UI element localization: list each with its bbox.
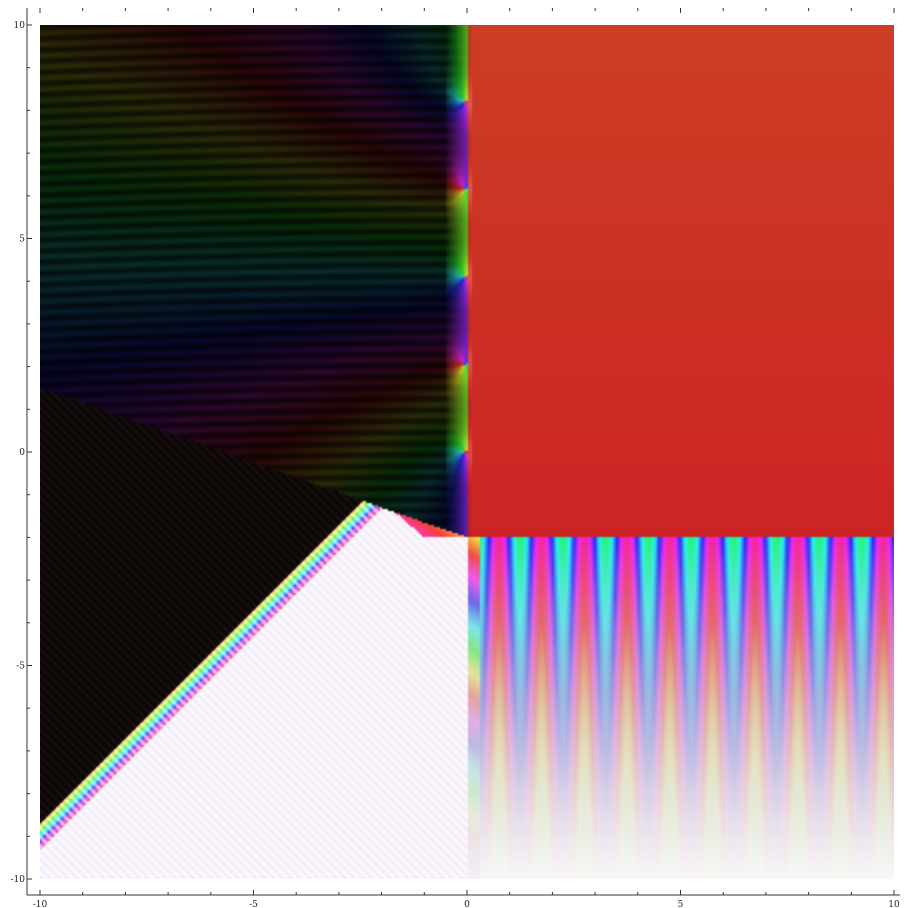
x-tick-label: -5 (249, 900, 258, 908)
y-tick-label: 0 (19, 448, 25, 458)
x-tick-label: -10 (33, 900, 48, 908)
domain-coloring-plot (40, 25, 894, 879)
x-tick-label: 10 (888, 900, 900, 908)
x-axis: -10 -5 0 5 10 (27, 8, 900, 908)
x-tick-label: 0 (464, 900, 470, 908)
y-axis: 10 5 0 -5 -10 (11, 8, 32, 895)
y-tick-label: -10 (11, 875, 26, 885)
x-tick-label: 5 (678, 900, 684, 908)
y-tick-label: -5 (16, 662, 25, 672)
y-tick-label: 10 (14, 21, 26, 31)
y-tick-label: 5 (19, 235, 25, 245)
